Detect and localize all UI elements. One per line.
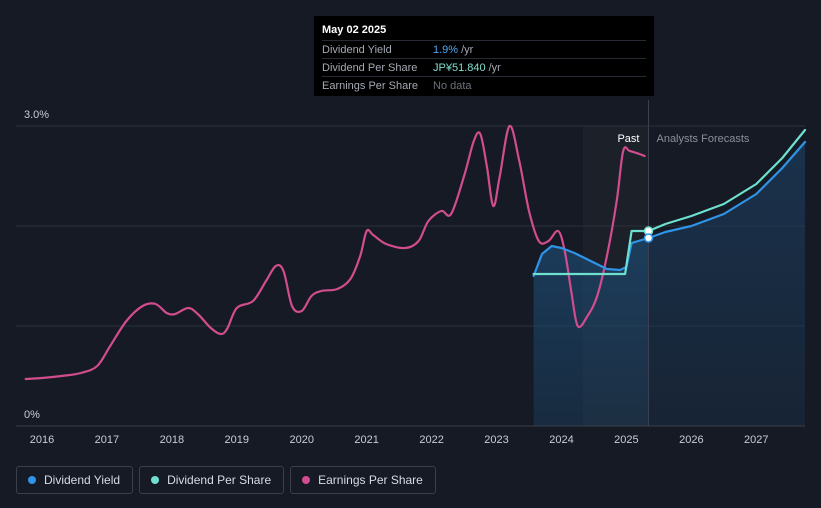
tooltip-date: May 02 2025 <box>322 24 387 36</box>
earnings-per-share-line <box>24 124 646 381</box>
x-tick-label: 2026 <box>679 434 703 446</box>
y-axis-top-label: 3.0% <box>24 109 49 121</box>
x-tick-label: 2019 <box>225 434 249 446</box>
tooltip-value: 1.9% <box>433 43 459 56</box>
x-tick-label: 2017 <box>95 434 119 446</box>
x-tick-label: 2023 <box>484 434 508 446</box>
dividend-yield-marker <box>643 233 654 243</box>
tooltip-unit: /yr <box>461 43 474 56</box>
forecast-area <box>648 142 805 426</box>
legend-label: Dividend Yield <box>44 473 121 487</box>
x-tick-label: 2020 <box>289 434 313 446</box>
legend-swatch-dot <box>302 476 311 484</box>
legend-item-dividend-per-share[interactable]: Dividend Per Share <box>139 466 285 494</box>
tooltip-value: JP¥51.840 <box>433 61 486 74</box>
x-tick-label: 2025 <box>614 434 638 446</box>
legend-swatch-dot <box>28 476 36 484</box>
x-tick-label: 2022 <box>419 434 443 446</box>
x-tick-label: 2021 <box>354 434 378 446</box>
tooltip-unit: /yr <box>488 61 501 74</box>
tooltip-row-dividend-yield: Dividend Yield 1.9% /yr <box>322 40 646 58</box>
tooltip-row-dividend-per-share: Dividend Per Share JP¥51.840 /yr <box>322 58 646 76</box>
past-region-label: Past <box>617 133 639 145</box>
tooltip-label: Dividend Yield <box>322 43 392 56</box>
y-axis-bottom-label: 0% <box>24 409 40 421</box>
hover-tooltip: May 02 2025 Dividend Yield 1.9% /yr Divi… <box>314 16 654 96</box>
tooltip-row-earnings-per-share: Earnings Per Share No data <box>322 76 646 94</box>
x-tick-label: 2016 <box>30 434 54 446</box>
chart-legend: Dividend Yield Dividend Per Share Earnin… <box>16 466 436 494</box>
dividend-per-share-line <box>532 128 807 276</box>
legend-label: Dividend Per Share <box>167 473 272 487</box>
dividend-yield-area <box>533 238 649 426</box>
x-tick-label: 2024 <box>549 434 573 446</box>
legend-item-earnings-per-share[interactable]: Earnings Per Share <box>290 466 436 494</box>
forecast-region-label: Analysts Forecasts <box>656 133 749 145</box>
tooltip-label: Dividend Per Share <box>322 61 418 74</box>
legend-label: Earnings Per Share <box>318 473 423 487</box>
x-tick-label: 2018 <box>160 434 184 446</box>
legend-swatch-dot <box>151 476 160 484</box>
legend-item-dividend-yield[interactable]: Dividend Yield <box>16 466 134 494</box>
x-tick-label: 2027 <box>744 434 768 446</box>
tooltip-value: No data <box>433 79 472 92</box>
tooltip-label: Earnings Per Share <box>322 79 418 92</box>
